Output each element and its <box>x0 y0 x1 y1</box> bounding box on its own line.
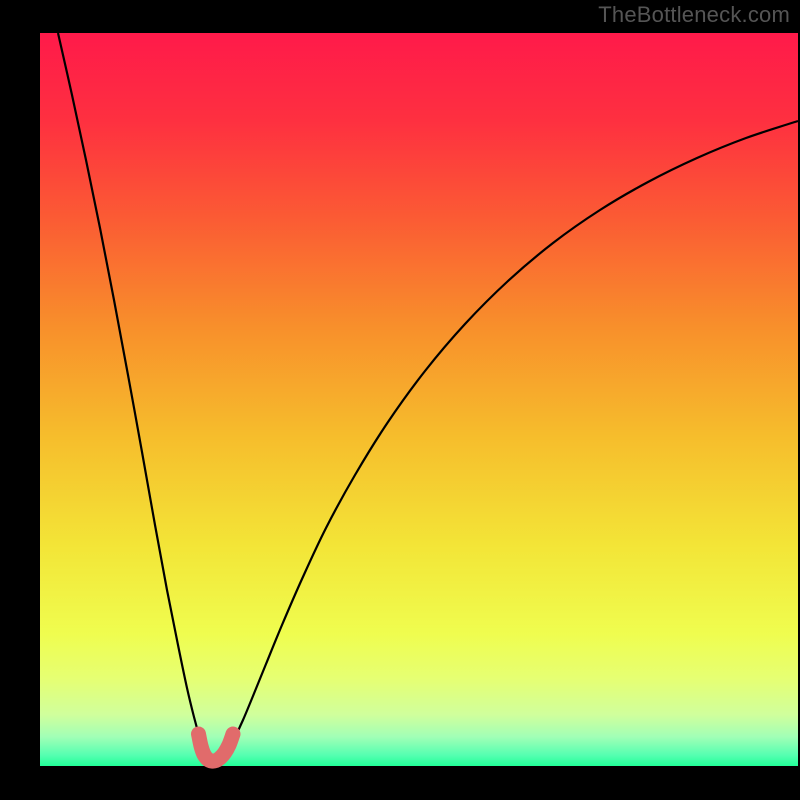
chart-svg <box>0 0 800 800</box>
chart-container: TheBottleneck.com <box>0 0 800 800</box>
plot-background <box>40 33 798 766</box>
watermark-text: TheBottleneck.com <box>598 2 790 28</box>
